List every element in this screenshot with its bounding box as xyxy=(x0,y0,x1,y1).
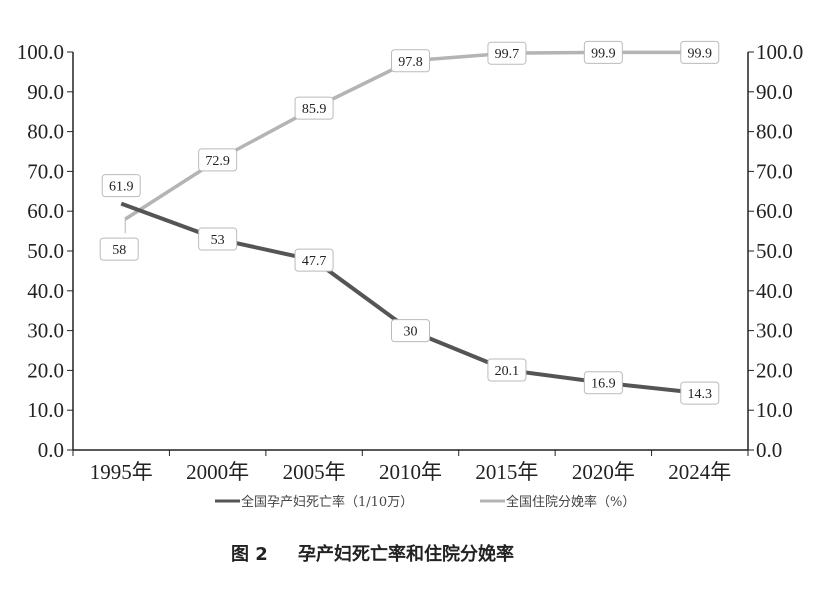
y2-tick-label: 40.0 xyxy=(756,279,793,303)
data-label-box xyxy=(487,358,527,382)
data-label: 72.9 xyxy=(205,154,230,169)
x-tick-label: 2020年 xyxy=(572,460,635,484)
data-label-box xyxy=(198,227,238,251)
data-label: 30 xyxy=(404,325,418,340)
data-label-box xyxy=(583,371,623,395)
data-label-box xyxy=(294,96,334,120)
data-label: 97.8 xyxy=(398,55,423,70)
data-label-box xyxy=(294,248,334,272)
data-label: 99.7 xyxy=(495,47,520,62)
y-tick-label: 70.0 xyxy=(27,159,64,183)
data-label: 99.9 xyxy=(688,46,713,61)
y2-tick-label: 10.0 xyxy=(756,398,793,422)
y-tick-label: 0.0 xyxy=(38,438,64,462)
y2-tick-label: 30.0 xyxy=(756,319,793,343)
y2-tick-label: 60.0 xyxy=(756,199,793,223)
data-label-box xyxy=(99,237,139,261)
y-tick-label: 90.0 xyxy=(27,80,64,104)
x-tick-label: 2015年 xyxy=(475,460,538,484)
y-tick-label: 60.0 xyxy=(27,199,64,223)
y-tick-label: 40.0 xyxy=(27,279,64,303)
y2-tick-label: 20.0 xyxy=(756,358,793,382)
legend-label-hospital: 全国住院分娩率（%） xyxy=(506,494,635,510)
series-line-1 xyxy=(124,50,700,221)
y2-tick-label: 70.0 xyxy=(756,159,793,183)
y-tick-label: 20.0 xyxy=(27,358,64,382)
data-label-box xyxy=(391,319,430,343)
y2-tick-label: 0.0 xyxy=(756,438,782,462)
data-label: 16.9 xyxy=(591,377,616,392)
y-tick-label: 80.0 xyxy=(27,120,64,144)
data-label-box xyxy=(583,40,623,64)
y-tick-label: 50.0 xyxy=(27,239,64,263)
legend-label-mortality: 全国孕产妇死亡率（1/10万） xyxy=(241,494,413,510)
data-label-box xyxy=(198,148,238,172)
data-label-box xyxy=(680,381,720,405)
y2-tick-label: 100.0 xyxy=(756,40,803,64)
x-tick-label: 2005年 xyxy=(283,460,346,484)
y2-tick-label: 80.0 xyxy=(756,120,793,144)
data-label-box xyxy=(487,41,527,65)
x-tick-label: 2024年 xyxy=(668,460,731,484)
x-tick-label: 1995年 xyxy=(90,460,153,484)
data-label: 53 xyxy=(211,233,225,248)
y-tick-label: 100.0 xyxy=(17,40,64,64)
data-label-box xyxy=(101,174,141,198)
y2-tick-label: 90.0 xyxy=(756,80,793,104)
x-tick-label: 2000年 xyxy=(186,460,249,484)
data-label: 14.3 xyxy=(688,387,713,402)
x-tick-label: 2010年 xyxy=(379,460,442,484)
data-label: 85.9 xyxy=(302,102,327,117)
data-label: 61.9 xyxy=(109,180,134,195)
data-label: 47.7 xyxy=(302,254,327,269)
data-label: 58 xyxy=(112,243,126,258)
data-label-box xyxy=(680,40,720,64)
y2-tick-label: 50.0 xyxy=(756,239,793,263)
caption-title: 孕产妇死亡率和住院分娩率 xyxy=(298,543,514,565)
y-tick-label: 10.0 xyxy=(27,398,64,422)
data-label: 99.9 xyxy=(591,46,616,61)
data-label-box xyxy=(391,49,430,73)
data-label: 20.1 xyxy=(495,364,520,379)
caption-number: 图 2 xyxy=(231,544,268,565)
y-tick-label: 30.0 xyxy=(27,319,64,343)
